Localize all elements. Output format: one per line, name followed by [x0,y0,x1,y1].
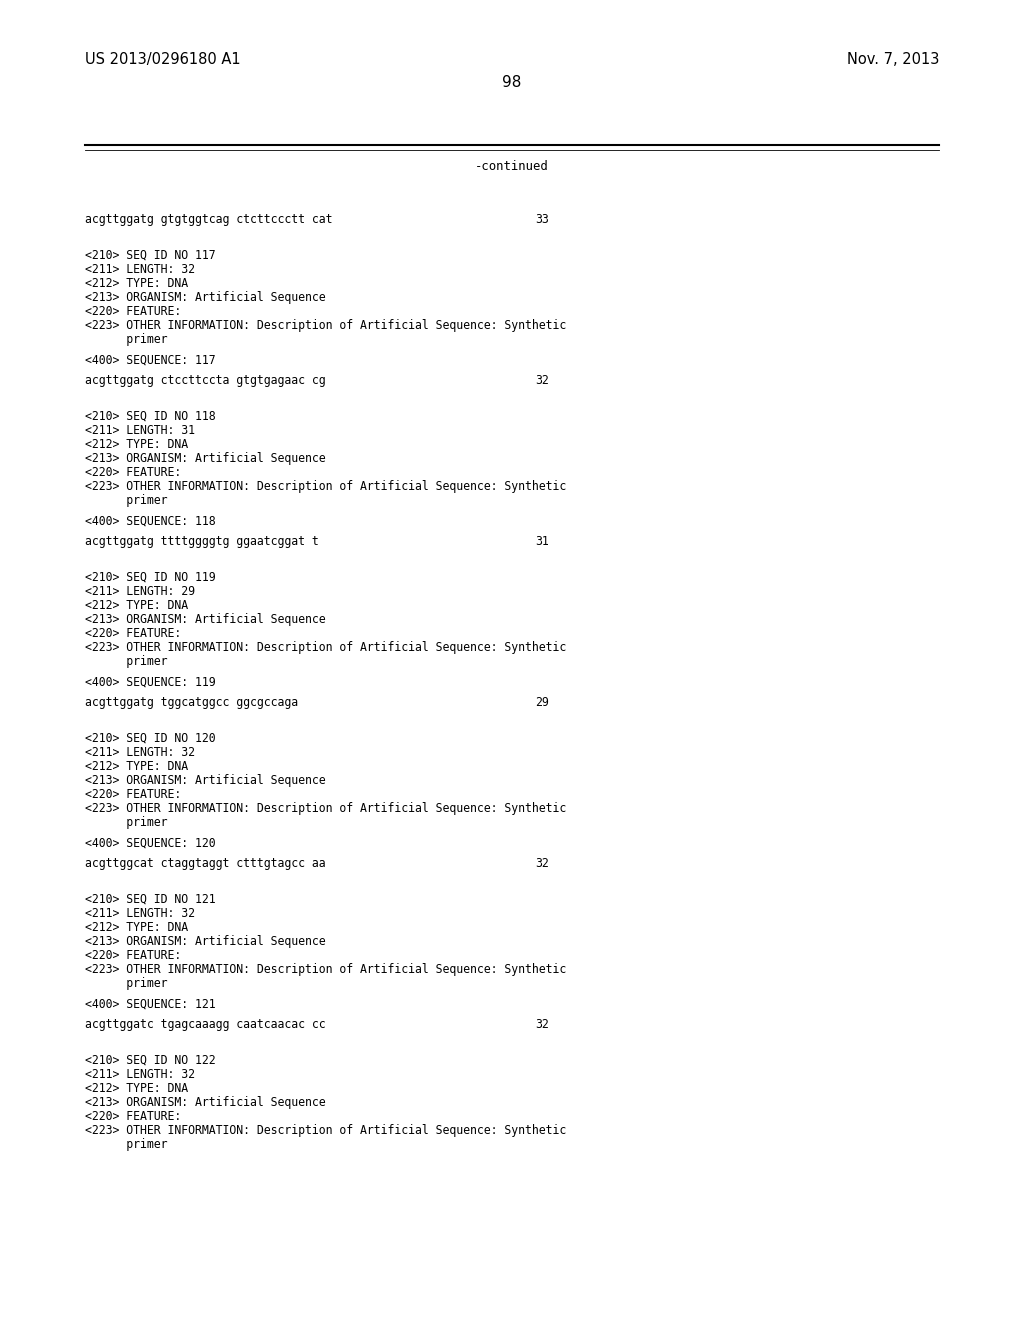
Text: 32: 32 [535,857,549,870]
Text: <213> ORGANISM: Artificial Sequence: <213> ORGANISM: Artificial Sequence [85,1096,326,1109]
Text: <213> ORGANISM: Artificial Sequence: <213> ORGANISM: Artificial Sequence [85,774,326,787]
Text: -continued: -continued [475,160,549,173]
Text: <213> ORGANISM: Artificial Sequence: <213> ORGANISM: Artificial Sequence [85,451,326,465]
Text: <210> SEQ ID NO 118: <210> SEQ ID NO 118 [85,411,216,422]
Text: primer: primer [85,494,168,507]
Text: <213> ORGANISM: Artificial Sequence: <213> ORGANISM: Artificial Sequence [85,612,326,626]
Text: primer: primer [85,1138,168,1151]
Text: <220> FEATURE:: <220> FEATURE: [85,949,181,962]
Text: <223> OTHER INFORMATION: Description of Artificial Sequence: Synthetic: <223> OTHER INFORMATION: Description of … [85,964,566,975]
Text: <220> FEATURE:: <220> FEATURE: [85,627,181,640]
Text: 29: 29 [535,696,549,709]
Text: <212> TYPE: DNA: <212> TYPE: DNA [85,1082,188,1096]
Text: acgttggatg ctccttccta gtgtgagaac cg: acgttggatg ctccttccta gtgtgagaac cg [85,374,326,387]
Text: US 2013/0296180 A1: US 2013/0296180 A1 [85,51,241,67]
Text: <212> TYPE: DNA: <212> TYPE: DNA [85,760,188,774]
Text: 33: 33 [535,213,549,226]
Text: <213> ORGANISM: Artificial Sequence: <213> ORGANISM: Artificial Sequence [85,290,326,304]
Text: <212> TYPE: DNA: <212> TYPE: DNA [85,599,188,612]
Text: <212> TYPE: DNA: <212> TYPE: DNA [85,921,188,935]
Text: <210> SEQ ID NO 117: <210> SEQ ID NO 117 [85,249,216,261]
Text: <220> FEATURE:: <220> FEATURE: [85,305,181,318]
Text: <211> LENGTH: 32: <211> LENGTH: 32 [85,907,195,920]
Text: <223> OTHER INFORMATION: Description of Artificial Sequence: Synthetic: <223> OTHER INFORMATION: Description of … [85,480,566,492]
Text: <211> LENGTH: 29: <211> LENGTH: 29 [85,585,195,598]
Text: <220> FEATURE:: <220> FEATURE: [85,788,181,801]
Text: <211> LENGTH: 31: <211> LENGTH: 31 [85,424,195,437]
Text: primer: primer [85,333,168,346]
Text: <223> OTHER INFORMATION: Description of Artificial Sequence: Synthetic: <223> OTHER INFORMATION: Description of … [85,1125,566,1137]
Text: 32: 32 [535,1018,549,1031]
Text: <211> LENGTH: 32: <211> LENGTH: 32 [85,746,195,759]
Text: primer: primer [85,977,168,990]
Text: primer: primer [85,816,168,829]
Text: 31: 31 [535,535,549,548]
Text: acgttggatg ttttggggtg ggaatcggat t: acgttggatg ttttggggtg ggaatcggat t [85,535,318,548]
Text: Nov. 7, 2013: Nov. 7, 2013 [847,51,939,67]
Text: acgttggcat ctaggtaggt ctttgtagcc aa: acgttggcat ctaggtaggt ctttgtagcc aa [85,857,326,870]
Text: <400> SEQUENCE: 117: <400> SEQUENCE: 117 [85,354,216,367]
Text: <220> FEATURE:: <220> FEATURE: [85,466,181,479]
Text: acgttggatc tgagcaaagg caatcaacac cc: acgttggatc tgagcaaagg caatcaacac cc [85,1018,326,1031]
Text: 98: 98 [503,75,521,90]
Text: <210> SEQ ID NO 121: <210> SEQ ID NO 121 [85,894,216,906]
Text: <210> SEQ ID NO 120: <210> SEQ ID NO 120 [85,733,216,744]
Text: <223> OTHER INFORMATION: Description of Artificial Sequence: Synthetic: <223> OTHER INFORMATION: Description of … [85,803,566,814]
Text: <213> ORGANISM: Artificial Sequence: <213> ORGANISM: Artificial Sequence [85,935,326,948]
Text: <223> OTHER INFORMATION: Description of Artificial Sequence: Synthetic: <223> OTHER INFORMATION: Description of … [85,642,566,653]
Text: acgttggatg gtgtggtcag ctcttccctt cat: acgttggatg gtgtggtcag ctcttccctt cat [85,213,333,226]
Text: primer: primer [85,655,168,668]
Text: <210> SEQ ID NO 119: <210> SEQ ID NO 119 [85,572,216,583]
Text: <400> SEQUENCE: 121: <400> SEQUENCE: 121 [85,998,216,1011]
Text: <211> LENGTH: 32: <211> LENGTH: 32 [85,263,195,276]
Text: <400> SEQUENCE: 119: <400> SEQUENCE: 119 [85,676,216,689]
Text: acgttggatg tggcatggcc ggcgccaga: acgttggatg tggcatggcc ggcgccaga [85,696,298,709]
Text: <212> TYPE: DNA: <212> TYPE: DNA [85,438,188,451]
Text: 32: 32 [535,374,549,387]
Text: <212> TYPE: DNA: <212> TYPE: DNA [85,277,188,290]
Text: <220> FEATURE:: <220> FEATURE: [85,1110,181,1123]
Text: <223> OTHER INFORMATION: Description of Artificial Sequence: Synthetic: <223> OTHER INFORMATION: Description of … [85,319,566,333]
Text: <400> SEQUENCE: 118: <400> SEQUENCE: 118 [85,515,216,528]
Text: <210> SEQ ID NO 122: <210> SEQ ID NO 122 [85,1053,216,1067]
Text: <211> LENGTH: 32: <211> LENGTH: 32 [85,1068,195,1081]
Text: <400> SEQUENCE: 120: <400> SEQUENCE: 120 [85,837,216,850]
